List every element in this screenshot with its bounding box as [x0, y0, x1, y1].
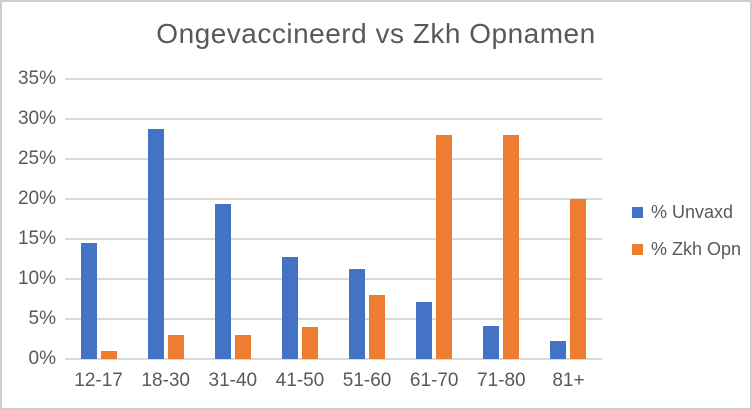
- y-tick-label-10: 10%: [17, 268, 56, 290]
- y-tick-label-5: 5%: [28, 308, 56, 330]
- y-tick-label-15: 15%: [17, 228, 56, 249]
- gridline-5: [65, 318, 602, 321]
- bar-group-71-80: [468, 79, 535, 359]
- bar-unvaxd-71-80: [483, 326, 500, 359]
- gridline-30: [65, 118, 602, 120]
- bar-unvaxd-31-40: [214, 203, 231, 359]
- x-tick-label-51-60: 51-60: [342, 370, 392, 391]
- bar-unvaxd-51-60: [349, 268, 366, 359]
- bar-zkh-opn-71-80: [503, 135, 520, 359]
- bar-group-81: [535, 79, 602, 359]
- legend: % Unvaxd % Zkh Opn: [632, 202, 741, 260]
- legend-swatch-icon: [632, 244, 643, 255]
- x-tick-label-31-40: 31-40: [208, 370, 258, 391]
- legend-item-zkh-opn: % Zkh Opn: [632, 239, 741, 260]
- gridline-20: [65, 198, 602, 201]
- bar-unvaxd-61-70: [416, 302, 433, 359]
- bar-group-41-50: [266, 79, 333, 359]
- bar-zkh-opn-12-17: [100, 351, 117, 359]
- y-tick-label-25: 25%: [17, 148, 56, 169]
- bar-unvaxd-18-30: [147, 129, 164, 359]
- legend-item-unvaxd: % Unvaxd: [632, 202, 741, 223]
- gridline-10: [65, 278, 602, 281]
- bar-zkh-opn-41-50: [301, 327, 318, 359]
- bar-zkh-opn-18-30: [167, 335, 184, 359]
- x-tick-label-12-17: 12-17: [74, 370, 123, 391]
- legend-swatch-icon: [632, 207, 643, 218]
- bar-zkh-opn-51-60: [369, 295, 386, 359]
- legend-label: % Zkh Opn: [651, 239, 742, 259]
- bar-group-18-30: [132, 79, 199, 359]
- x-tick-label-41-50: 41-50: [275, 370, 325, 391]
- gridline-25: [65, 158, 602, 160]
- bar-unvaxd-12-17: [80, 243, 97, 359]
- bar-groups: [65, 79, 602, 359]
- bar-group-31-40: [199, 79, 266, 359]
- bar-group-51-60: [334, 79, 401, 359]
- bar-zkh-opn-81: [570, 199, 587, 359]
- legend-label: % Unvaxd: [651, 202, 734, 222]
- gridline-35: [65, 78, 602, 80]
- x-tick-label-81: 81+: [552, 370, 585, 391]
- plot-area: [65, 78, 602, 360]
- x-axis: 12-17 18-30 31-40 41-50 51-60 61-70 71-80 81+: [65, 370, 602, 392]
- bar-zkh-opn-31-40: [234, 335, 251, 359]
- bar-zkh-opn-61-70: [436, 135, 453, 359]
- bar-unvaxd-81: [550, 340, 567, 359]
- y-tick-label-0: 0%: [28, 348, 56, 369]
- chart-title: Ongevaccineerd vs Zkh Opnamen: [156, 18, 596, 49]
- bar-group-61-70: [401, 79, 468, 359]
- y-tick-label-35: 35%: [17, 68, 56, 89]
- y-tick-label-20: 20%: [17, 188, 56, 210]
- x-tick-label-71-80: 71-80: [477, 370, 526, 391]
- bar-group-12-17: [65, 79, 132, 359]
- bar-unvaxd-41-50: [281, 256, 298, 359]
- x-tick-label-61-70: 61-70: [409, 370, 459, 391]
- gridline-15: [65, 238, 602, 240]
- y-tick-label-30: 30%: [17, 108, 56, 129]
- y-axis: 0% 5% 10% 15% 20% 25% 30% 35%: [2, 69, 56, 369]
- x-tick-label-18-30: 18-30: [141, 370, 190, 391]
- gridline-0: [65, 358, 602, 360]
